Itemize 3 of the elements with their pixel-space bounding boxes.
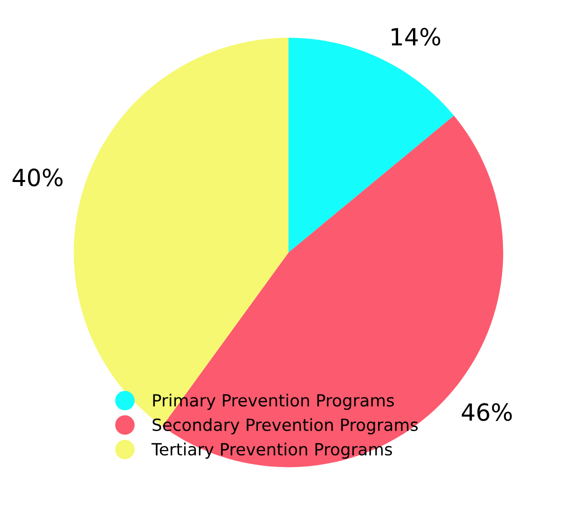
data-label: 46% bbox=[462, 403, 512, 422]
data-label: 40% bbox=[12, 168, 63, 186]
data-label: 14% bbox=[392, 28, 440, 46]
